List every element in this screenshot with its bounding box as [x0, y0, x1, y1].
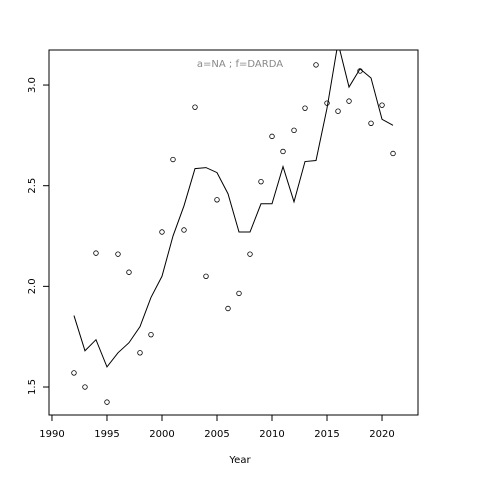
data-point: [302, 105, 308, 111]
data-point: [148, 331, 154, 338]
y-tick-label: 3.0: [27, 77, 38, 93]
x-tick-label: 2015: [314, 429, 339, 440]
data-point: [390, 150, 396, 157]
x-tick-label: 1995: [94, 429, 119, 440]
data-point: [115, 251, 121, 257]
plot-frame: [48, 49, 419, 416]
y-tick-label: 1.5: [27, 379, 38, 395]
data-point: [159, 229, 165, 235]
x-tick-label: 2010: [259, 429, 284, 440]
data-point: [137, 350, 143, 356]
data-point: [269, 133, 275, 140]
y-tick-label: 2.5: [27, 178, 38, 194]
data-point: [181, 227, 187, 233]
x-axis-label: Year: [228, 455, 251, 466]
data-point: [104, 399, 110, 405]
x-tick-label: 2000: [149, 429, 174, 440]
data-point: [379, 102, 385, 108]
data-point: [346, 98, 352, 104]
data-point: [71, 370, 77, 376]
data-point: [280, 148, 286, 155]
data-point: [291, 127, 297, 134]
data-point: [203, 273, 209, 279]
data-point: [313, 62, 319, 68]
x-tick-label: 2005: [204, 429, 229, 440]
x-tick-label: 1990: [39, 429, 64, 440]
data-point: [82, 384, 88, 390]
data-point: [170, 156, 176, 163]
data-point: [236, 290, 242, 297]
data-point: [214, 197, 220, 203]
data-point: [93, 250, 99, 256]
data-point: [126, 269, 132, 275]
plot-area: [71, 50, 396, 405]
data-point: [368, 120, 374, 126]
trend-line: [73, 50, 394, 368]
data-point: [192, 104, 198, 110]
data-point: [247, 251, 253, 257]
data-point: [258, 178, 264, 185]
annotation: a=NA ; f=DARDA: [197, 59, 283, 70]
data-point: [335, 108, 341, 114]
data-point: [225, 305, 231, 312]
y-tick-label: 2.0: [27, 278, 38, 294]
x-tick-label: 2020: [369, 429, 394, 440]
